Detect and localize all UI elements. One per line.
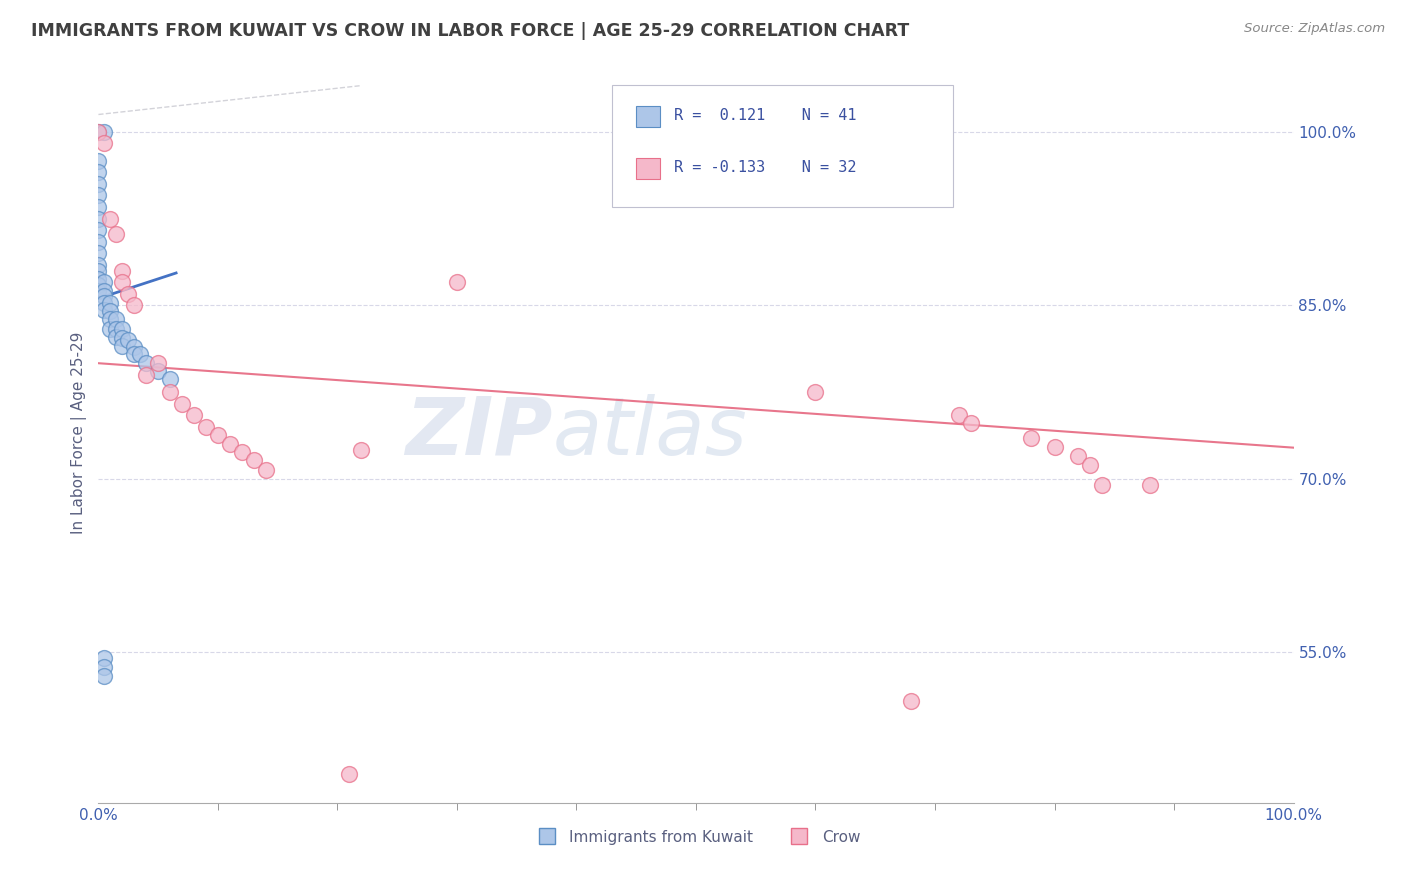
Point [98, 312, 122, 326]
Point [87, 263, 110, 277]
Point [87, 177, 110, 191]
Point [1139, 477, 1161, 491]
Point [195, 420, 218, 434]
Point [105, 329, 128, 343]
Point [135, 368, 157, 382]
Point [111, 331, 134, 345]
Point [1080, 458, 1102, 472]
Point [87, 235, 110, 249]
Point [87, 165, 110, 179]
Point [98, 211, 122, 226]
Point [111, 263, 134, 277]
Point [960, 417, 983, 431]
Point [87, 153, 110, 168]
Point [87, 211, 110, 226]
Point [87, 277, 110, 292]
Point [804, 385, 827, 400]
Text: atlas: atlas [553, 393, 748, 472]
Point [243, 453, 266, 467]
FancyBboxPatch shape [613, 85, 953, 207]
Bar [637, 158, 659, 178]
Point [87, 285, 110, 299]
Point [339, 767, 361, 781]
Point [948, 409, 970, 423]
Point [93, 136, 115, 151]
Text: Source: ZipAtlas.com: Source: ZipAtlas.com [1244, 22, 1385, 36]
Point [1019, 431, 1042, 445]
Point [1043, 440, 1066, 454]
Bar [637, 106, 659, 127]
Point [900, 694, 922, 708]
Point [87, 223, 110, 237]
Point [93, 296, 115, 310]
Point [135, 356, 157, 370]
Point [93, 125, 115, 139]
Point [148, 356, 170, 370]
Point [98, 304, 122, 318]
Point [117, 333, 139, 347]
Text: R = -0.133    N = 32: R = -0.133 N = 32 [673, 160, 856, 175]
Point [105, 312, 128, 326]
Point [124, 298, 146, 312]
Point [111, 339, 134, 353]
Point [87, 188, 110, 202]
Text: ZIP: ZIP [405, 393, 553, 472]
Point [87, 258, 110, 272]
Point [93, 275, 115, 289]
Point [254, 462, 277, 476]
Point [93, 289, 115, 303]
Point [87, 272, 110, 286]
Point [129, 347, 152, 361]
Point [350, 442, 373, 457]
Point [219, 437, 242, 451]
Point [98, 296, 122, 310]
Point [105, 321, 128, 335]
Point [87, 125, 110, 139]
Point [105, 227, 128, 241]
Text: IMMIGRANTS FROM KUWAIT VS CROW IN LABOR FORCE | AGE 25-29 CORRELATION CHART: IMMIGRANTS FROM KUWAIT VS CROW IN LABOR … [31, 22, 910, 40]
Point [172, 397, 194, 411]
Point [93, 285, 115, 299]
Point [117, 286, 139, 301]
Point [124, 347, 146, 361]
Point [93, 668, 115, 682]
Point [93, 651, 115, 665]
Point [87, 125, 110, 139]
Point [98, 321, 122, 335]
Point [93, 303, 115, 318]
Point [207, 428, 229, 442]
Point [159, 385, 181, 400]
Point [87, 246, 110, 260]
Point [159, 372, 181, 386]
Point [87, 200, 110, 214]
Point [1067, 449, 1090, 463]
Point [93, 660, 115, 674]
Point [183, 409, 205, 423]
Point [124, 340, 146, 354]
Point [111, 321, 134, 335]
Legend: Immigrants from Kuwait, Crow: Immigrants from Kuwait, Crow [524, 823, 868, 851]
Point [446, 275, 468, 289]
Point [111, 275, 134, 289]
Y-axis label: In Labor Force | Age 25-29: In Labor Force | Age 25-29 [72, 332, 87, 533]
Point [1091, 477, 1114, 491]
Text: R =  0.121    N = 41: R = 0.121 N = 41 [673, 108, 856, 123]
Point [231, 445, 253, 459]
Point [148, 364, 170, 378]
